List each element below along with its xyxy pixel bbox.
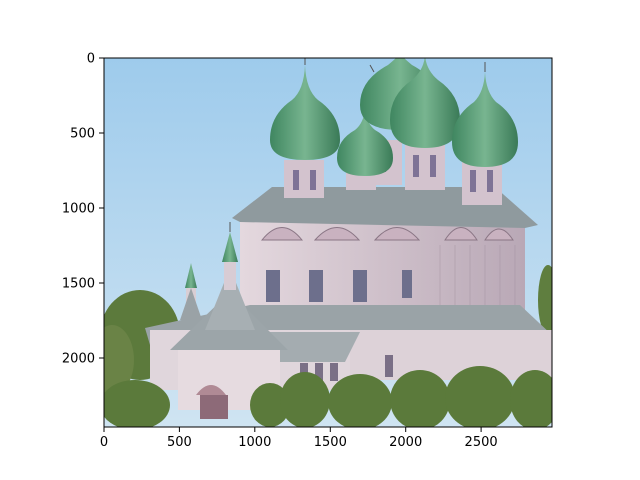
y-tick-label: 1500 [62,277,95,292]
x-axis: 0 500 1000 1500 2000 2500 [100,427,498,450]
x-tick-label: 1000 [238,435,271,450]
x-tick-label: 2000 [389,435,422,450]
x-tick-label: 0 [100,435,108,450]
x-tick-label: 500 [167,435,192,450]
x-tick-label: 1500 [314,435,347,450]
plot-frame [103,57,553,428]
y-axis: 0 500 1000 1500 2000 [62,52,104,367]
y-tick-label: 1000 [62,202,95,217]
y-tick-label: 500 [70,127,95,142]
photo-area [104,58,552,427]
x-tick-label: 2500 [465,435,498,450]
y-tick-label: 2000 [62,352,95,367]
y-tick-label: 0 [87,52,95,67]
